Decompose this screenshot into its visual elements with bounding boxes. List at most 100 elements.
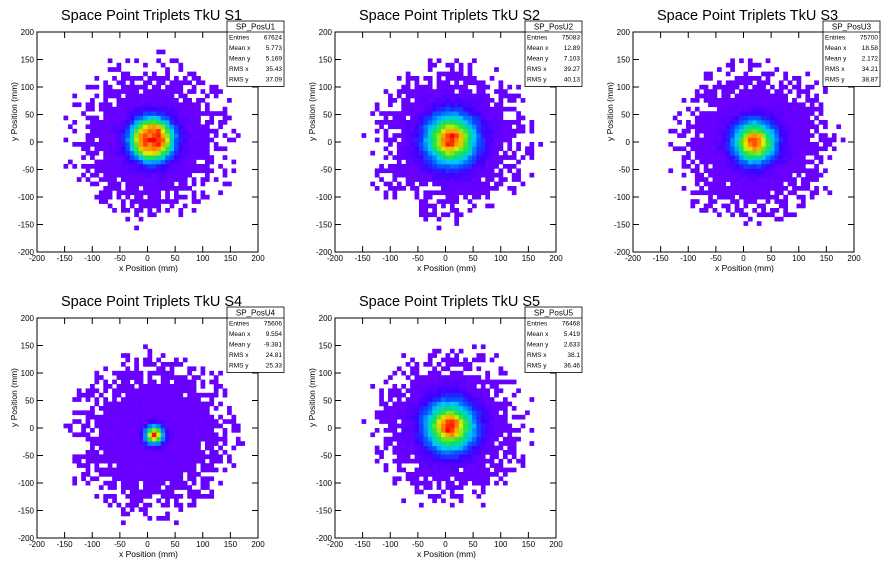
heatmap-cell	[392, 137, 398, 143]
heatmap-cell	[756, 164, 762, 169]
heatmap-cell	[756, 120, 762, 125]
heatmap-cell	[423, 423, 429, 429]
heatmap-cell	[187, 98, 192, 103]
heatmap-cell	[480, 120, 486, 125]
heatmap-cell	[169, 454, 175, 460]
heatmap-cell	[85, 450, 91, 455]
heatmap-cell	[423, 98, 429, 103]
heatmap-cell	[405, 76, 411, 81]
heatmap-cell	[98, 441, 104, 446]
heatmap-cell	[134, 489, 139, 495]
heatmap-cell	[725, 115, 731, 121]
heatmap-cell	[187, 410, 192, 416]
heatmap-cell	[432, 106, 437, 112]
heatmap-cell	[765, 172, 771, 178]
heatmap-cell	[761, 106, 766, 112]
heatmap-cell	[494, 102, 499, 108]
heatmap-cell	[174, 423, 179, 429]
x-tick-label: 50	[171, 254, 180, 263]
heatmap-cell	[204, 155, 210, 160]
heatmap-cell	[85, 177, 91, 182]
heatmap-cell	[160, 516, 166, 521]
heatmap-cell	[454, 150, 460, 156]
heatmap-cell	[125, 428, 131, 433]
heatmap-cell	[410, 419, 415, 424]
heatmap-cell	[472, 472, 477, 477]
heatmap-cell	[774, 159, 780, 165]
heatmap-cell	[120, 71, 126, 77]
heatmap-cell	[418, 410, 424, 416]
heatmap-cell	[107, 423, 113, 429]
heatmap-cell	[156, 199, 162, 204]
heatmap-cell	[476, 111, 482, 116]
heatmap-cell	[178, 137, 184, 143]
heatmap-cell	[165, 375, 170, 380]
heatmap-cell	[770, 208, 775, 213]
heatmap-cell	[94, 172, 100, 178]
heatmap-cell	[489, 441, 495, 446]
heatmap-cell	[502, 128, 508, 134]
heatmap-cell	[138, 199, 144, 204]
heatmap-cell	[165, 392, 170, 398]
heatmap-cell	[774, 164, 780, 169]
heatmap-cell	[151, 463, 157, 468]
heatmap-cell	[774, 115, 780, 121]
heatmap-cell	[178, 177, 184, 182]
heatmap-cell	[441, 379, 446, 385]
heatmap-cell	[200, 155, 206, 160]
heatmap-cell	[410, 397, 415, 402]
heatmap-cell	[480, 450, 486, 455]
heatmap-cell	[383, 406, 389, 411]
heatmap-cell	[191, 498, 197, 504]
heatmap-cell	[441, 133, 446, 138]
heatmap-cell	[494, 410, 499, 416]
heatmap-cell	[134, 388, 139, 394]
heatmap-cell	[489, 128, 495, 134]
heatmap-cell	[458, 89, 464, 94]
heatmap-cell	[472, 111, 477, 116]
heatmap-cell	[485, 436, 490, 442]
heatmap-cell	[445, 384, 451, 389]
heatmap-cell	[712, 159, 718, 165]
heatmap-cell	[418, 93, 424, 99]
heatmap-cell	[129, 164, 135, 169]
heatmap-cell	[445, 102, 451, 108]
heatmap-cell	[818, 155, 824, 160]
heatmap-cell	[191, 146, 197, 152]
heatmap-cell	[112, 379, 117, 385]
heatmap-cell	[730, 102, 735, 108]
heatmap-cell	[414, 410, 420, 416]
heatmap-cell	[472, 454, 477, 460]
heatmap-cell	[98, 168, 104, 174]
heatmap-cell	[410, 432, 415, 438]
heatmap-cell	[805, 181, 811, 187]
heatmap-cells	[668, 58, 846, 226]
heatmap-cell	[480, 164, 486, 169]
heatmap-cell	[476, 146, 482, 152]
heatmap-cell	[90, 84, 95, 90]
heatmap-cell	[516, 124, 521, 130]
heatmap-cell	[231, 137, 237, 143]
heatmap-cell	[120, 458, 126, 464]
heatmap-cell	[694, 150, 700, 156]
heatmap-cell	[120, 89, 126, 94]
heatmap-cell	[94, 142, 100, 147]
heatmap-cell	[507, 93, 513, 99]
heatmap-cell	[463, 480, 468, 486]
heatmap-cell	[129, 454, 135, 460]
heatmap-cell	[752, 150, 758, 156]
heatmap-cell	[169, 423, 175, 429]
heatmap-cell	[129, 502, 135, 508]
heatmap-cell	[721, 84, 727, 90]
heatmap-cell	[151, 155, 157, 160]
heatmap-cell	[432, 419, 437, 424]
heatmap-cell	[81, 172, 86, 178]
heatmap-cell	[103, 89, 109, 94]
heatmap-cell	[90, 428, 95, 433]
heatmap-cell	[174, 146, 179, 152]
heatmap-cell	[432, 392, 437, 398]
heatmap-cell	[182, 102, 188, 108]
heatmap-cell	[143, 494, 148, 499]
heatmap-cell	[476, 133, 482, 138]
heatmap-cell	[467, 388, 473, 394]
